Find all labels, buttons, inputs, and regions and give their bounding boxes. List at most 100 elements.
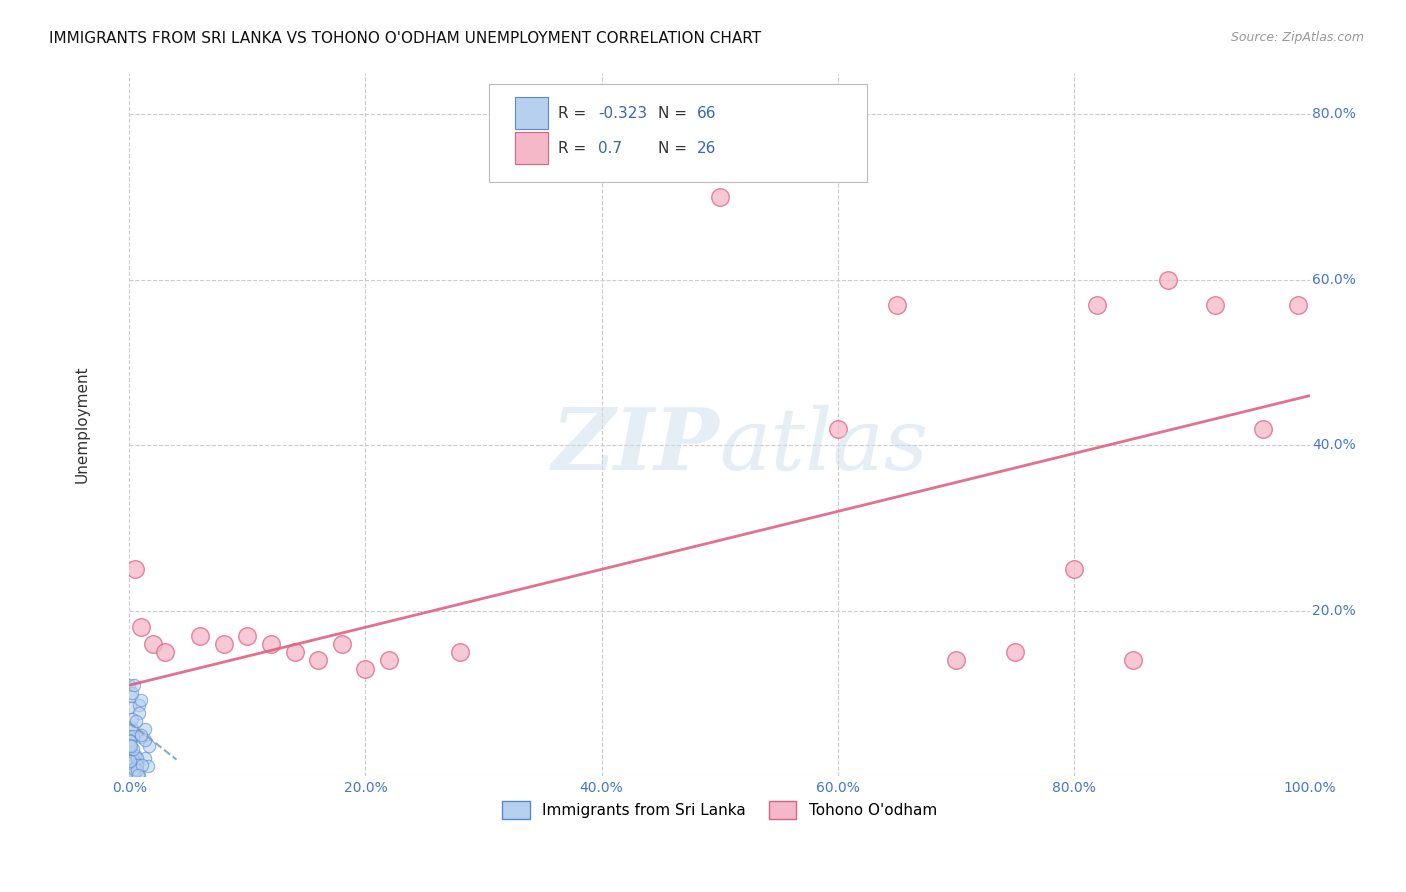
Point — [1251, 422, 1274, 436]
Text: atlas: atlas — [720, 404, 929, 487]
Point — [122, 767, 145, 781]
Point — [122, 742, 145, 756]
Point — [120, 758, 142, 772]
Point — [129, 730, 152, 744]
Text: N =: N = — [658, 105, 692, 120]
Point — [120, 753, 142, 767]
Point — [120, 749, 142, 764]
Point — [120, 739, 142, 754]
Point — [136, 759, 159, 773]
Point — [125, 714, 148, 728]
Point — [121, 747, 143, 762]
Point — [118, 678, 141, 692]
Point — [121, 712, 143, 726]
Point — [129, 620, 152, 634]
Point — [118, 756, 141, 771]
Text: 26: 26 — [697, 141, 717, 156]
Point — [120, 689, 142, 703]
FancyBboxPatch shape — [516, 132, 548, 164]
Point — [125, 756, 148, 770]
Point — [120, 757, 142, 772]
Point — [120, 767, 142, 781]
Point — [122, 763, 145, 777]
Point — [378, 653, 401, 667]
Point — [122, 678, 145, 692]
Point — [122, 764, 145, 778]
Point — [121, 767, 143, 781]
Point — [118, 744, 141, 758]
Point — [127, 763, 149, 777]
Point — [127, 767, 149, 781]
Point — [134, 722, 156, 736]
Point — [122, 751, 145, 765]
Point — [118, 767, 141, 781]
Point — [1085, 298, 1108, 312]
Point — [121, 764, 143, 778]
Point — [121, 767, 143, 781]
Text: 60.0%: 60.0% — [1312, 273, 1355, 287]
Point — [124, 747, 146, 762]
Point — [122, 729, 145, 743]
Point — [120, 759, 142, 773]
Point — [120, 758, 142, 772]
Point — [122, 757, 145, 772]
Text: 20.0%: 20.0% — [1312, 604, 1355, 618]
Point — [138, 739, 160, 753]
Text: ZIP: ZIP — [551, 404, 720, 487]
Point — [260, 637, 283, 651]
Text: R =: R = — [558, 105, 591, 120]
Point — [886, 298, 908, 312]
Point — [128, 698, 150, 712]
Text: 80.0%: 80.0% — [1312, 107, 1355, 121]
Point — [1204, 298, 1226, 312]
Point — [709, 190, 731, 204]
Point — [120, 766, 142, 780]
Point — [131, 693, 153, 707]
Point — [134, 733, 156, 747]
Legend: Immigrants from Sri Lanka, Tohono O'odham: Immigrants from Sri Lanka, Tohono O'odha… — [496, 795, 943, 825]
Point — [1122, 653, 1144, 667]
Point — [128, 767, 150, 781]
Point — [131, 758, 153, 772]
Text: R =: R = — [558, 141, 591, 156]
Point — [120, 766, 142, 780]
Text: -0.323: -0.323 — [598, 105, 647, 120]
Point — [121, 762, 143, 776]
Point — [120, 767, 142, 781]
Point — [330, 637, 353, 651]
FancyBboxPatch shape — [489, 84, 868, 182]
Point — [134, 751, 156, 765]
Point — [127, 750, 149, 764]
Point — [121, 686, 143, 700]
Point — [129, 728, 152, 742]
Point — [125, 757, 148, 772]
Point — [354, 662, 377, 676]
Point — [1004, 645, 1026, 659]
Point — [118, 729, 141, 743]
Point — [1063, 562, 1085, 576]
Text: 0.7: 0.7 — [598, 141, 621, 156]
Point — [236, 628, 259, 642]
Point — [449, 645, 471, 659]
Point — [128, 706, 150, 720]
Point — [121, 723, 143, 738]
Point — [212, 637, 235, 651]
Point — [120, 721, 142, 735]
Point — [122, 754, 145, 768]
Point — [127, 757, 149, 772]
FancyBboxPatch shape — [516, 97, 548, 128]
Point — [188, 628, 211, 642]
Point — [142, 637, 165, 651]
Point — [284, 645, 307, 659]
Point — [120, 755, 142, 769]
Point — [120, 758, 142, 772]
Text: N =: N = — [658, 141, 692, 156]
Point — [307, 653, 329, 667]
Text: 40.0%: 40.0% — [1312, 438, 1355, 452]
Text: 66: 66 — [697, 105, 717, 120]
Point — [827, 422, 849, 436]
Point — [945, 653, 967, 667]
Text: Source: ZipAtlas.com: Source: ZipAtlas.com — [1230, 31, 1364, 45]
Point — [120, 699, 142, 714]
Point — [125, 752, 148, 766]
